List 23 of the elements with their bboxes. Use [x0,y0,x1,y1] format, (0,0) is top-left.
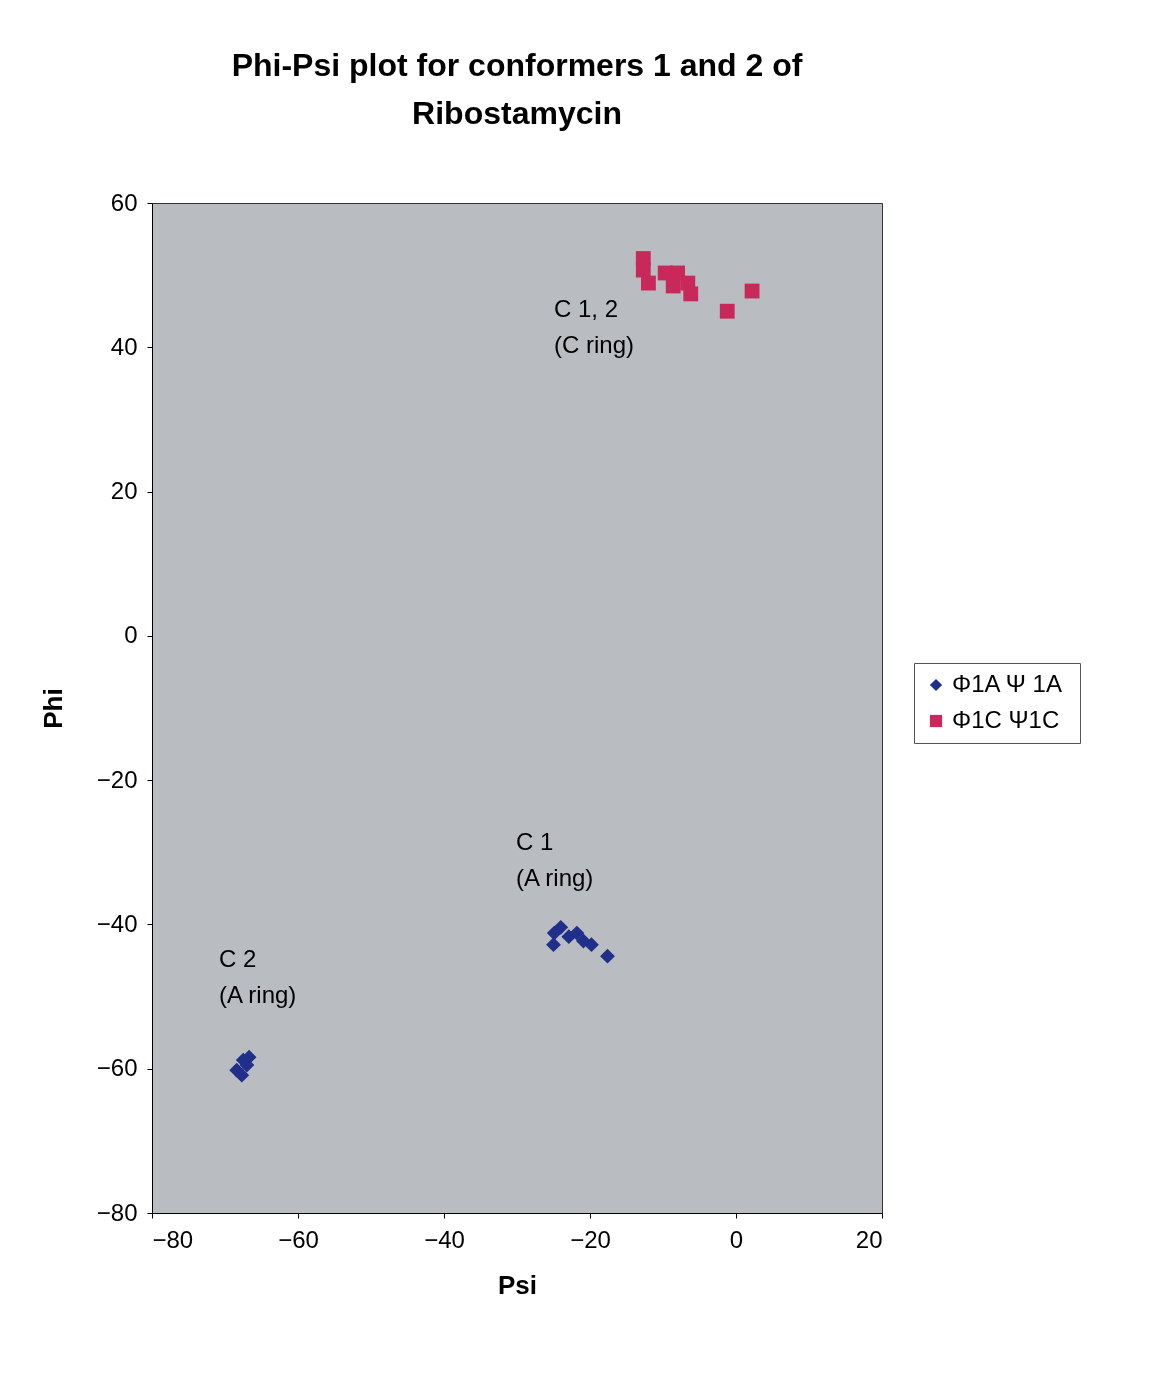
x-axis-title: Psi [497,1269,538,1300]
y-tick-label: −80 [96,1198,138,1226]
y-tick-label: −60 [96,1054,138,1082]
text: Ribostamycin [412,95,622,131]
legend-label: Φ1C Ψ1C [952,706,1060,733]
x-tick-label: 0 [729,1225,744,1253]
y-tick-label: −20 [96,765,138,793]
legend-label: Φ1A Ψ 1A [952,670,1062,697]
y-tick-label: 60 [110,188,138,216]
annotation: C 1 (A ring) [516,828,594,891]
y-tick-label: 20 [110,477,138,505]
y-tick-label: −40 [96,909,138,937]
annotation: C 2 (A ring) [219,945,297,1008]
x-tick-label: −20 [570,1225,611,1253]
x-tick-label: −40 [424,1225,465,1253]
text: Phi-Psi plot for conformers 1 and 2 of [231,47,803,83]
x-tick-label: 20 [855,1225,883,1253]
x-tick-label: −80 [152,1225,194,1253]
x-tick-label: −60 [278,1225,319,1253]
y-axis-title: Phi [37,688,68,729]
y-tick-label: 0 [124,621,138,649]
y-tick-label: 40 [110,332,138,360]
annotation: C 1, 2 (C ring) [554,295,635,358]
